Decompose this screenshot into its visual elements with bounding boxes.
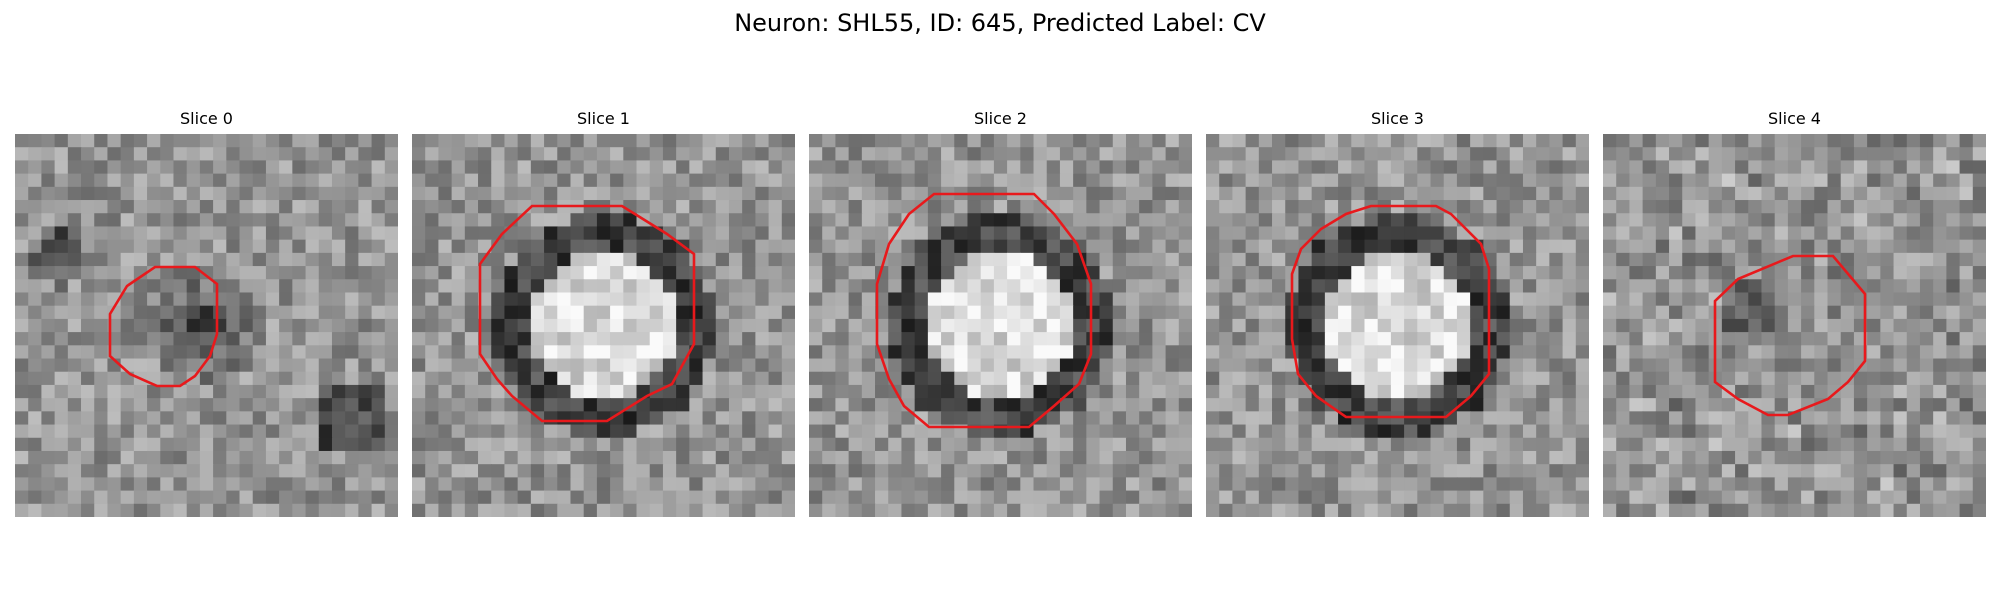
pixel-grid [1206,134,1589,517]
slice-panel-2: Slice 2 [809,108,1192,520]
slice-title: Slice 1 [577,109,630,128]
slice-title: Slice 3 [1371,109,1424,128]
pixel-grid [809,134,1192,517]
pixel-grid [15,134,398,517]
slice-image-2 [809,134,1192,517]
slice-panel-3: Slice 3 [1206,108,1589,520]
slice-image-4 [1603,134,1986,517]
roi-outline [1290,204,1491,419]
pixel-grid [1603,134,1986,517]
slice-title: Slice 0 [180,109,233,128]
slice-panel-4: Slice 4 [1603,108,1986,520]
slice-panel-1: Slice 1 [412,108,795,520]
roi-outline [875,192,1093,429]
slice-title: Slice 4 [1768,109,1821,128]
roi-outline [478,204,696,423]
pixel-grid [412,134,795,517]
slice-panel-0: Slice 0 [15,108,398,520]
roi-outline [1713,254,1867,417]
roi-outline [108,265,219,388]
slice-image-1 [412,134,795,517]
slice-title: Slice 2 [974,109,1027,128]
slice-image-3 [1206,134,1589,517]
slice-image-0 [15,134,398,517]
figure-title: Neuron: SHL55, ID: 645, Predicted Label:… [734,9,1266,37]
